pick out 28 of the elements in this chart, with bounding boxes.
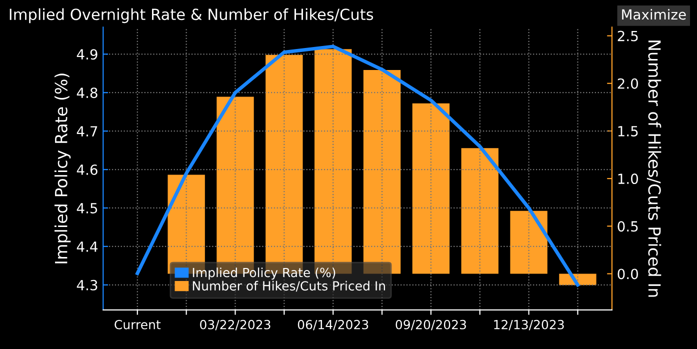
y2-tick-label: 1.5 (618, 126, 638, 136)
y2-tick-label: 2.5 (618, 30, 638, 42)
y2-axis-title: Number of Hikes/Cuts Priced In (646, 40, 662, 297)
chart-title: Implied Overnight Rate & Number of Hikes/Cuts (10, 8, 374, 24)
x-tick-label: 03/22/2023 (200, 320, 270, 330)
y-axis-title: Implied Policy Rate (%) (54, 74, 71, 264)
y-tick-label: 4.8 (76, 88, 98, 98)
y-tick-label: 4.6 (76, 164, 98, 176)
y2-tick-label: 2.0 (618, 78, 638, 89)
x-tick-label: 06/14/2023 (298, 320, 368, 330)
y-tick-label: 4.5 (76, 203, 98, 214)
y-tick-label: 4.3 (76, 280, 98, 290)
y-tick-label: 4.9 (76, 49, 98, 60)
bar (461, 148, 498, 274)
x-tick-label: 12/13/2023 (494, 320, 564, 330)
bar (510, 210, 548, 274)
bar (363, 70, 401, 274)
x-tick-label: 09/20/2023 (396, 320, 466, 330)
bar (412, 103, 450, 274)
text: Maximize (622, 8, 686, 20)
legend-label: Number of Hikes/Cuts Priced In (192, 280, 385, 292)
y2-tick-label: 0.5 (618, 221, 638, 232)
y-tick-label: 4.4 (76, 242, 98, 252)
y2-tick-label: 0.0 (618, 268, 638, 280)
y-tick-label: 4.7 (76, 126, 98, 136)
x-tick-label: Current (114, 320, 161, 330)
y2-tick-label: 1.0 (618, 174, 638, 184)
legend-label: Implied Policy Rate (%) (192, 268, 336, 280)
